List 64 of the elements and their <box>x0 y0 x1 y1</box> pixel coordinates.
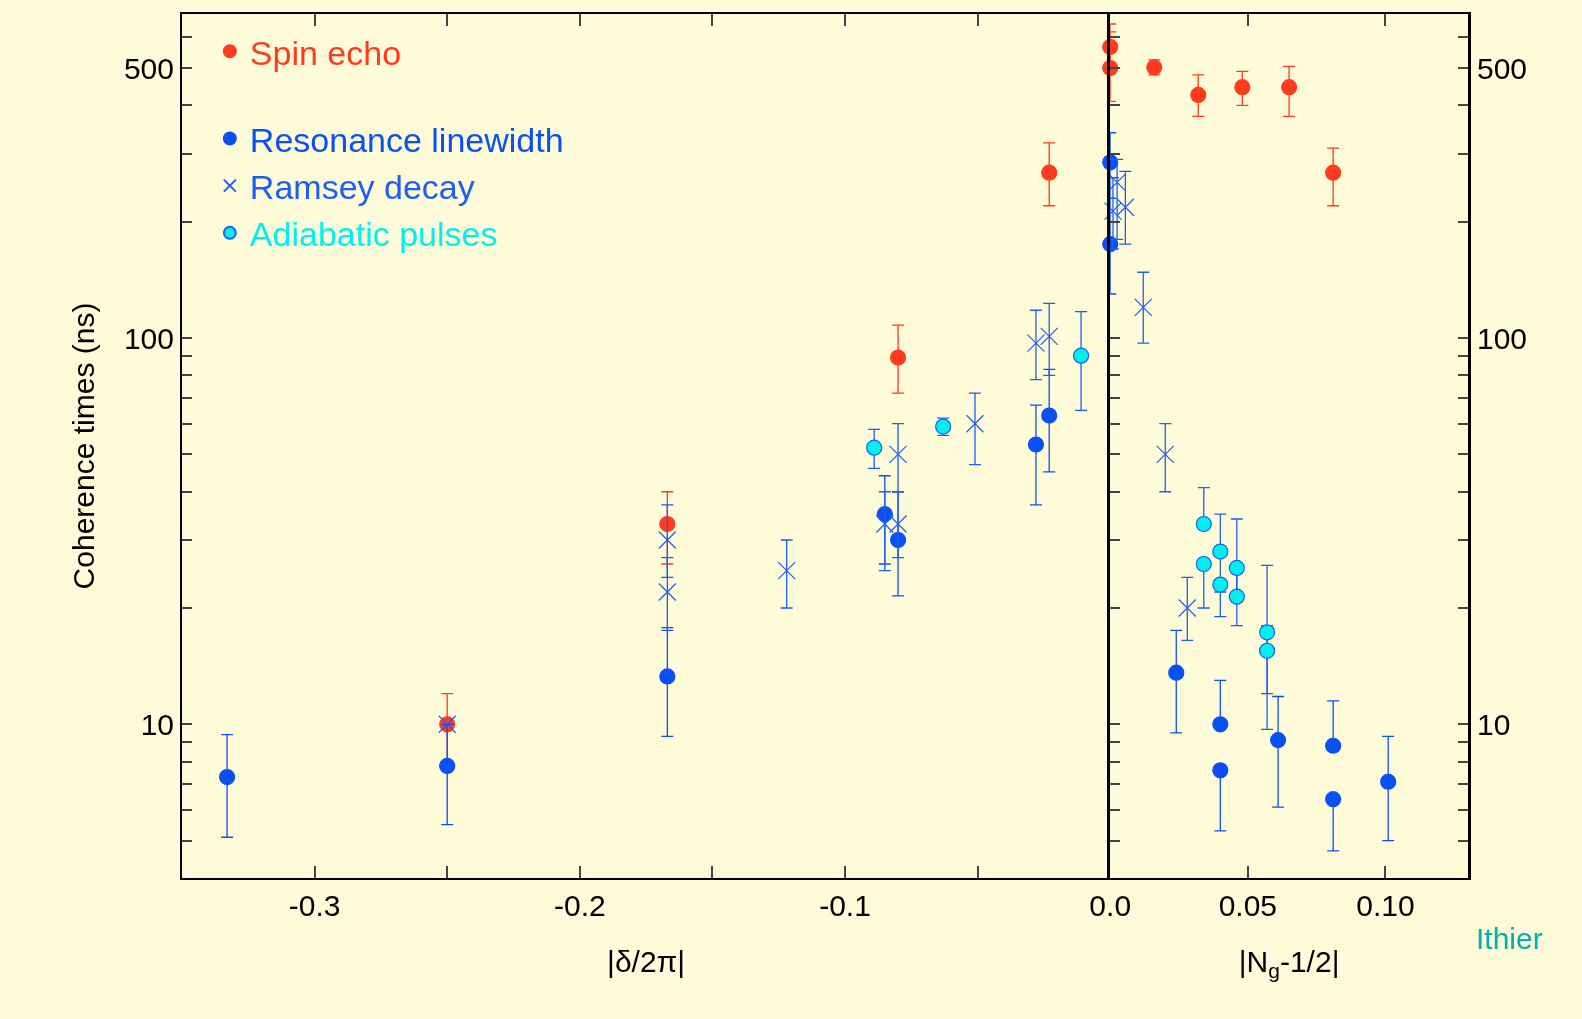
point <box>1325 791 1342 808</box>
point <box>889 349 907 366</box>
point <box>1259 624 1276 641</box>
y-tick-label: 500 <box>123 51 174 85</box>
point <box>1156 445 1175 464</box>
point <box>1026 334 1046 353</box>
point <box>1195 555 1212 573</box>
point <box>658 582 677 602</box>
y-tick-label: 100 <box>123 321 174 355</box>
point <box>1281 79 1298 96</box>
y-axis-title: Coherence times (ns) <box>67 302 101 590</box>
point <box>965 414 985 433</box>
point <box>219 768 236 786</box>
point <box>659 515 676 533</box>
point <box>1228 559 1245 576</box>
x-tick-label: -0.2 <box>553 889 606 922</box>
point <box>1072 347 1090 364</box>
point <box>1212 543 1229 560</box>
point <box>439 757 456 775</box>
y-tick-label: 10 <box>1477 707 1511 741</box>
legend-label: Spin echo <box>249 33 402 72</box>
point <box>1040 327 1059 346</box>
point <box>1195 515 1212 533</box>
point <box>1108 173 1127 192</box>
point <box>1228 588 1245 605</box>
point <box>1234 79 1251 96</box>
x-tick-label: 0.10 <box>1356 889 1415 922</box>
y-tick-label: 500 <box>1477 51 1528 85</box>
point <box>1168 664 1185 681</box>
point <box>1178 598 1197 618</box>
legend-label: Adiabatic pulses <box>249 215 498 254</box>
point <box>1212 716 1229 733</box>
legend-label: Ramsey decay <box>249 167 475 206</box>
point <box>1212 762 1229 779</box>
point <box>1103 202 1123 221</box>
point <box>1325 164 1342 181</box>
point <box>659 668 676 685</box>
point <box>866 439 883 456</box>
point <box>1259 642 1276 659</box>
y-tick-label: 10 <box>140 707 174 741</box>
point <box>1027 436 1045 453</box>
point <box>1041 164 1058 181</box>
point <box>888 514 908 534</box>
legend-label: Resonance linewidth <box>249 120 564 159</box>
point <box>1325 737 1342 754</box>
text: Ithier <box>1476 922 1543 955</box>
x-axis-title: |N$_{g}$-1/2| <box>1238 945 1340 983</box>
point <box>888 445 908 464</box>
point <box>1212 576 1229 593</box>
point <box>1041 407 1058 424</box>
point <box>1380 773 1397 790</box>
point <box>1116 198 1135 217</box>
x-tick-label: 0.05 <box>1218 889 1278 922</box>
x-axis-title: |δ/2π| <box>607 945 686 978</box>
point <box>1270 732 1287 749</box>
x-tick-label: -0.1 <box>819 889 871 922</box>
point <box>875 514 894 534</box>
point <box>777 561 796 580</box>
y-tick-label: 100 <box>1477 321 1528 355</box>
x-tick-label: 0.0 <box>1089 889 1132 922</box>
point <box>658 530 677 550</box>
point <box>1134 298 1153 317</box>
x-tick-label: -0.3 <box>288 889 341 922</box>
point <box>1190 86 1207 103</box>
